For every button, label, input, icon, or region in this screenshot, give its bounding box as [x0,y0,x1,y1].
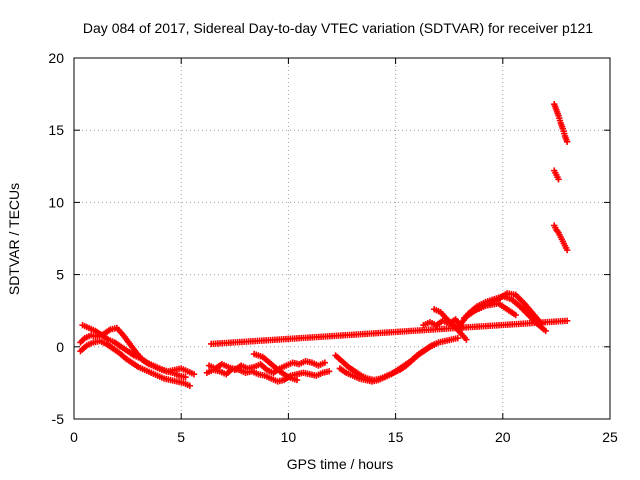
data-point [555,176,562,183]
data-point [208,340,215,348]
x-tick-label: 15 [388,429,404,445]
axis-ticks: 0 5 10 15 20 25 -5 0 5 10 15 20 [48,50,618,445]
data-point [454,334,461,342]
y-tick-label: 15 [48,122,64,138]
data-point [190,371,198,378]
data-point [186,382,193,389]
x-tick-label: 20 [495,429,511,445]
x-axis-label: GPS time / hours [287,456,394,472]
grid-lines [74,58,610,419]
y-axis-label: SDTVAR / TECUs [6,183,22,295]
data-point [563,138,571,145]
plot-frame [73,57,611,420]
y-tick-label: 5 [56,267,64,283]
data-point [293,376,301,384]
data-point [321,359,329,366]
x-tick-label: 0 [70,429,78,445]
y-tick-label: -5 [52,411,65,427]
data-points [77,101,571,389]
data-point [433,340,440,348]
y-tick-label: 0 [56,339,64,355]
data-point [542,327,549,335]
y-tick-label: 10 [48,194,64,210]
data-point [512,311,519,319]
x-tick-label: 10 [281,429,297,445]
x-tick-label: 5 [177,429,185,445]
x-tick-label: 25 [602,429,618,445]
data-point [563,246,571,254]
data-point [463,336,470,343]
y-tick-label: 20 [48,50,64,66]
data-point [325,368,333,375]
data-point [182,373,189,381]
chart-title: Day 084 of 2017, Sidereal Day-to-day VTE… [83,20,593,36]
